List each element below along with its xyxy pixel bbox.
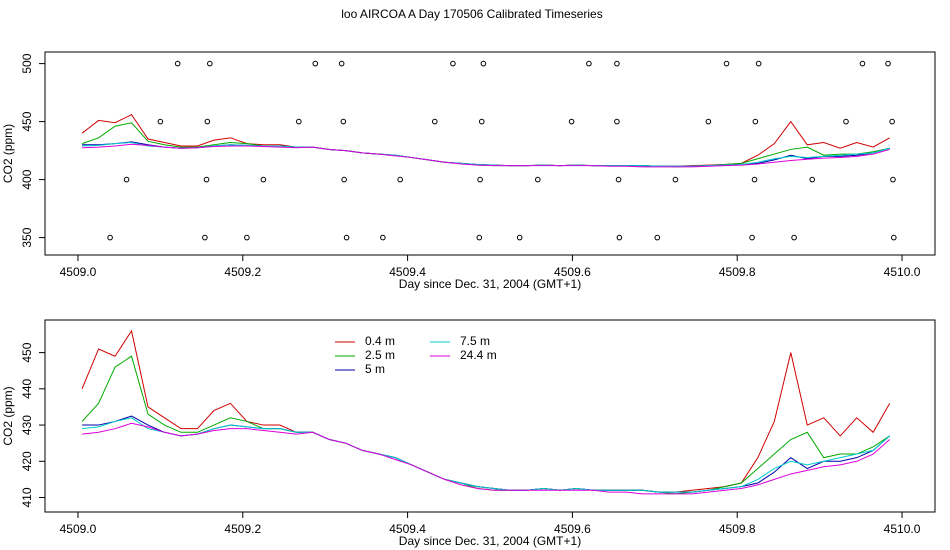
marker [672,176,679,183]
marker [568,118,575,125]
series-line [82,415,891,493]
marker [477,176,483,183]
marker [516,234,523,241]
marker [791,234,797,241]
marker [885,60,891,67]
y-tick-label: 450 [20,342,34,362]
legend-label: 7.5 m [460,334,490,348]
legend-label: 5 m [365,362,385,376]
marker [749,234,755,241]
marker [616,234,623,241]
marker [204,118,211,125]
x-tick-label: 4509.4 [389,265,426,279]
series-line [81,355,890,495]
x-tick-label: 4510.0 [884,522,921,536]
marker [534,176,541,183]
marker [107,234,113,241]
marker [751,176,758,183]
series-line [82,422,891,495]
marker [705,118,712,125]
marker [889,118,895,125]
x-tick-label: 4509.0 [60,265,97,279]
y-axis-label: CO2 (ppm) [1,124,15,183]
marker [614,60,620,67]
marker [843,118,849,125]
series-line [82,417,891,493]
marker [174,60,181,67]
x-tick-label: 4509.6 [554,522,591,536]
marker [431,118,438,125]
marker [338,60,345,67]
marker [476,234,483,241]
y-tick-label: 420 [20,451,34,471]
marker [340,118,347,125]
y-tick-label: 410 [20,487,34,507]
x-tick-label: 4510.0 [884,265,921,279]
marker [586,60,592,67]
marker [343,234,350,241]
x-axis-label: Day since Dec. 31, 2004 (GMT+1) [399,277,581,291]
y-tick-label: 500 [20,53,34,73]
plot-frame [44,51,936,256]
marker [244,234,250,241]
legend-label: 0.4 m [365,334,395,348]
marker [615,176,622,183]
marker [157,118,164,125]
marker [890,234,897,241]
x-tick-label: 4509.8 [719,265,756,279]
marker [480,60,487,67]
series-line [82,141,890,167]
marker [614,118,620,125]
series-line [81,113,890,167]
legend-label: 2.5 m [365,348,395,362]
marker [260,176,267,183]
y-tick-label: 450 [20,111,34,131]
marker [202,234,208,241]
y-axis-label: CO2 (ppm) [1,386,15,445]
y-tick-label: 350 [20,227,34,247]
marker [654,234,661,241]
marker [859,60,866,67]
y-tick-label: 400 [20,169,34,189]
marker [341,176,347,183]
series-line [82,143,890,168]
marker [207,60,213,67]
marker [123,176,130,183]
legend-label: 24.4 m [460,348,497,362]
y-tick-label: 440 [20,378,34,398]
marker [723,60,730,67]
marker [203,176,210,183]
x-tick-label: 4509.8 [719,522,756,536]
marker [296,118,302,125]
x-tick-label: 4509.2 [224,522,261,536]
x-tick-label: 4509.4 [389,522,426,536]
marker [752,118,759,125]
marker [890,176,896,183]
x-tick-label: 4509.0 [60,522,97,536]
marker [478,118,485,125]
marker [755,60,762,67]
plot-frame [44,319,936,513]
chart-title: loo AIRCOA A Day 170506 Calibrated Times… [341,7,602,21]
marker [809,176,816,183]
marker [380,234,386,241]
x-tick-label: 4509.2 [224,265,261,279]
marker [312,60,319,67]
marker [450,60,456,67]
y-tick-label: 430 [20,415,34,435]
x-tick-label: 4509.6 [554,265,591,279]
x-axis-label: Day since Dec. 31, 2004 (GMT+1) [399,534,581,548]
marker [397,176,403,183]
